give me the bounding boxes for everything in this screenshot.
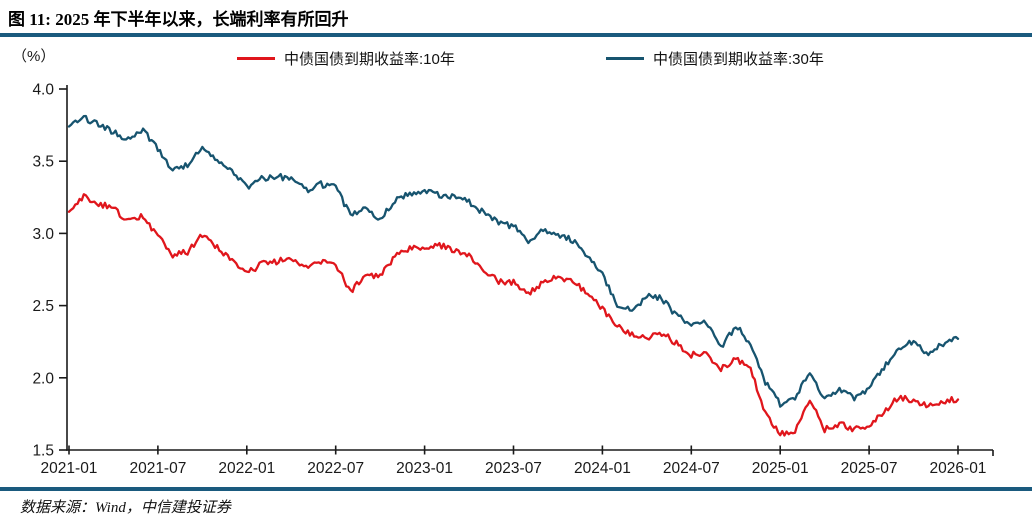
y-tick-label: 3.5 <box>32 154 54 171</box>
legend-label-10y: 中债国债到期收益率:10年 <box>284 50 455 68</box>
x-tick-label: 2025-01 <box>752 460 809 477</box>
legend-label-30y: 中债国债到期收益率:30年 <box>653 50 824 68</box>
x-tick-label: 2024-07 <box>663 460 720 477</box>
y-tick-label: 4.0 <box>32 82 54 99</box>
footer-separator-rule <box>0 487 1032 491</box>
x-tick-label: 2025-07 <box>841 460 898 477</box>
y-tick-label: 3.0 <box>32 226 54 243</box>
title-separator-rule <box>0 33 1032 37</box>
legend-item-30y: 中债国债到期收益率:30年 <box>606 47 824 69</box>
x-tick-label: 2026-01 <box>930 460 987 477</box>
x-tick-label: 2022-01 <box>218 460 275 477</box>
x-tick-label: 2021-07 <box>129 460 186 477</box>
series-line-10y <box>67 193 960 437</box>
legend-swatch-10y <box>237 56 275 60</box>
x-tick-label: 2023-07 <box>485 460 542 477</box>
series-line-30y <box>67 114 960 408</box>
data-source-note: 数据来源：Wind，中信建投证券 <box>20 500 231 516</box>
y-axis-unit-label: （%） <box>12 48 56 65</box>
y-tick-label: 1.5 <box>32 443 54 460</box>
x-tick-label: 2024-01 <box>574 460 631 477</box>
x-tick-label: 2022-07 <box>307 460 364 477</box>
x-tick-label: 2023-01 <box>396 460 453 477</box>
x-tick-label: 2021-01 <box>41 460 98 477</box>
y-tick-label: 2.5 <box>32 298 54 315</box>
legend-swatch-30y <box>606 56 644 60</box>
legend-item-10y: 中债国债到期收益率:10年 <box>237 47 455 69</box>
chart-title: 图 11: 2025 年下半年以来，长端利率有所回升 <box>8 10 349 29</box>
y-tick-label: 2.0 <box>32 370 54 387</box>
